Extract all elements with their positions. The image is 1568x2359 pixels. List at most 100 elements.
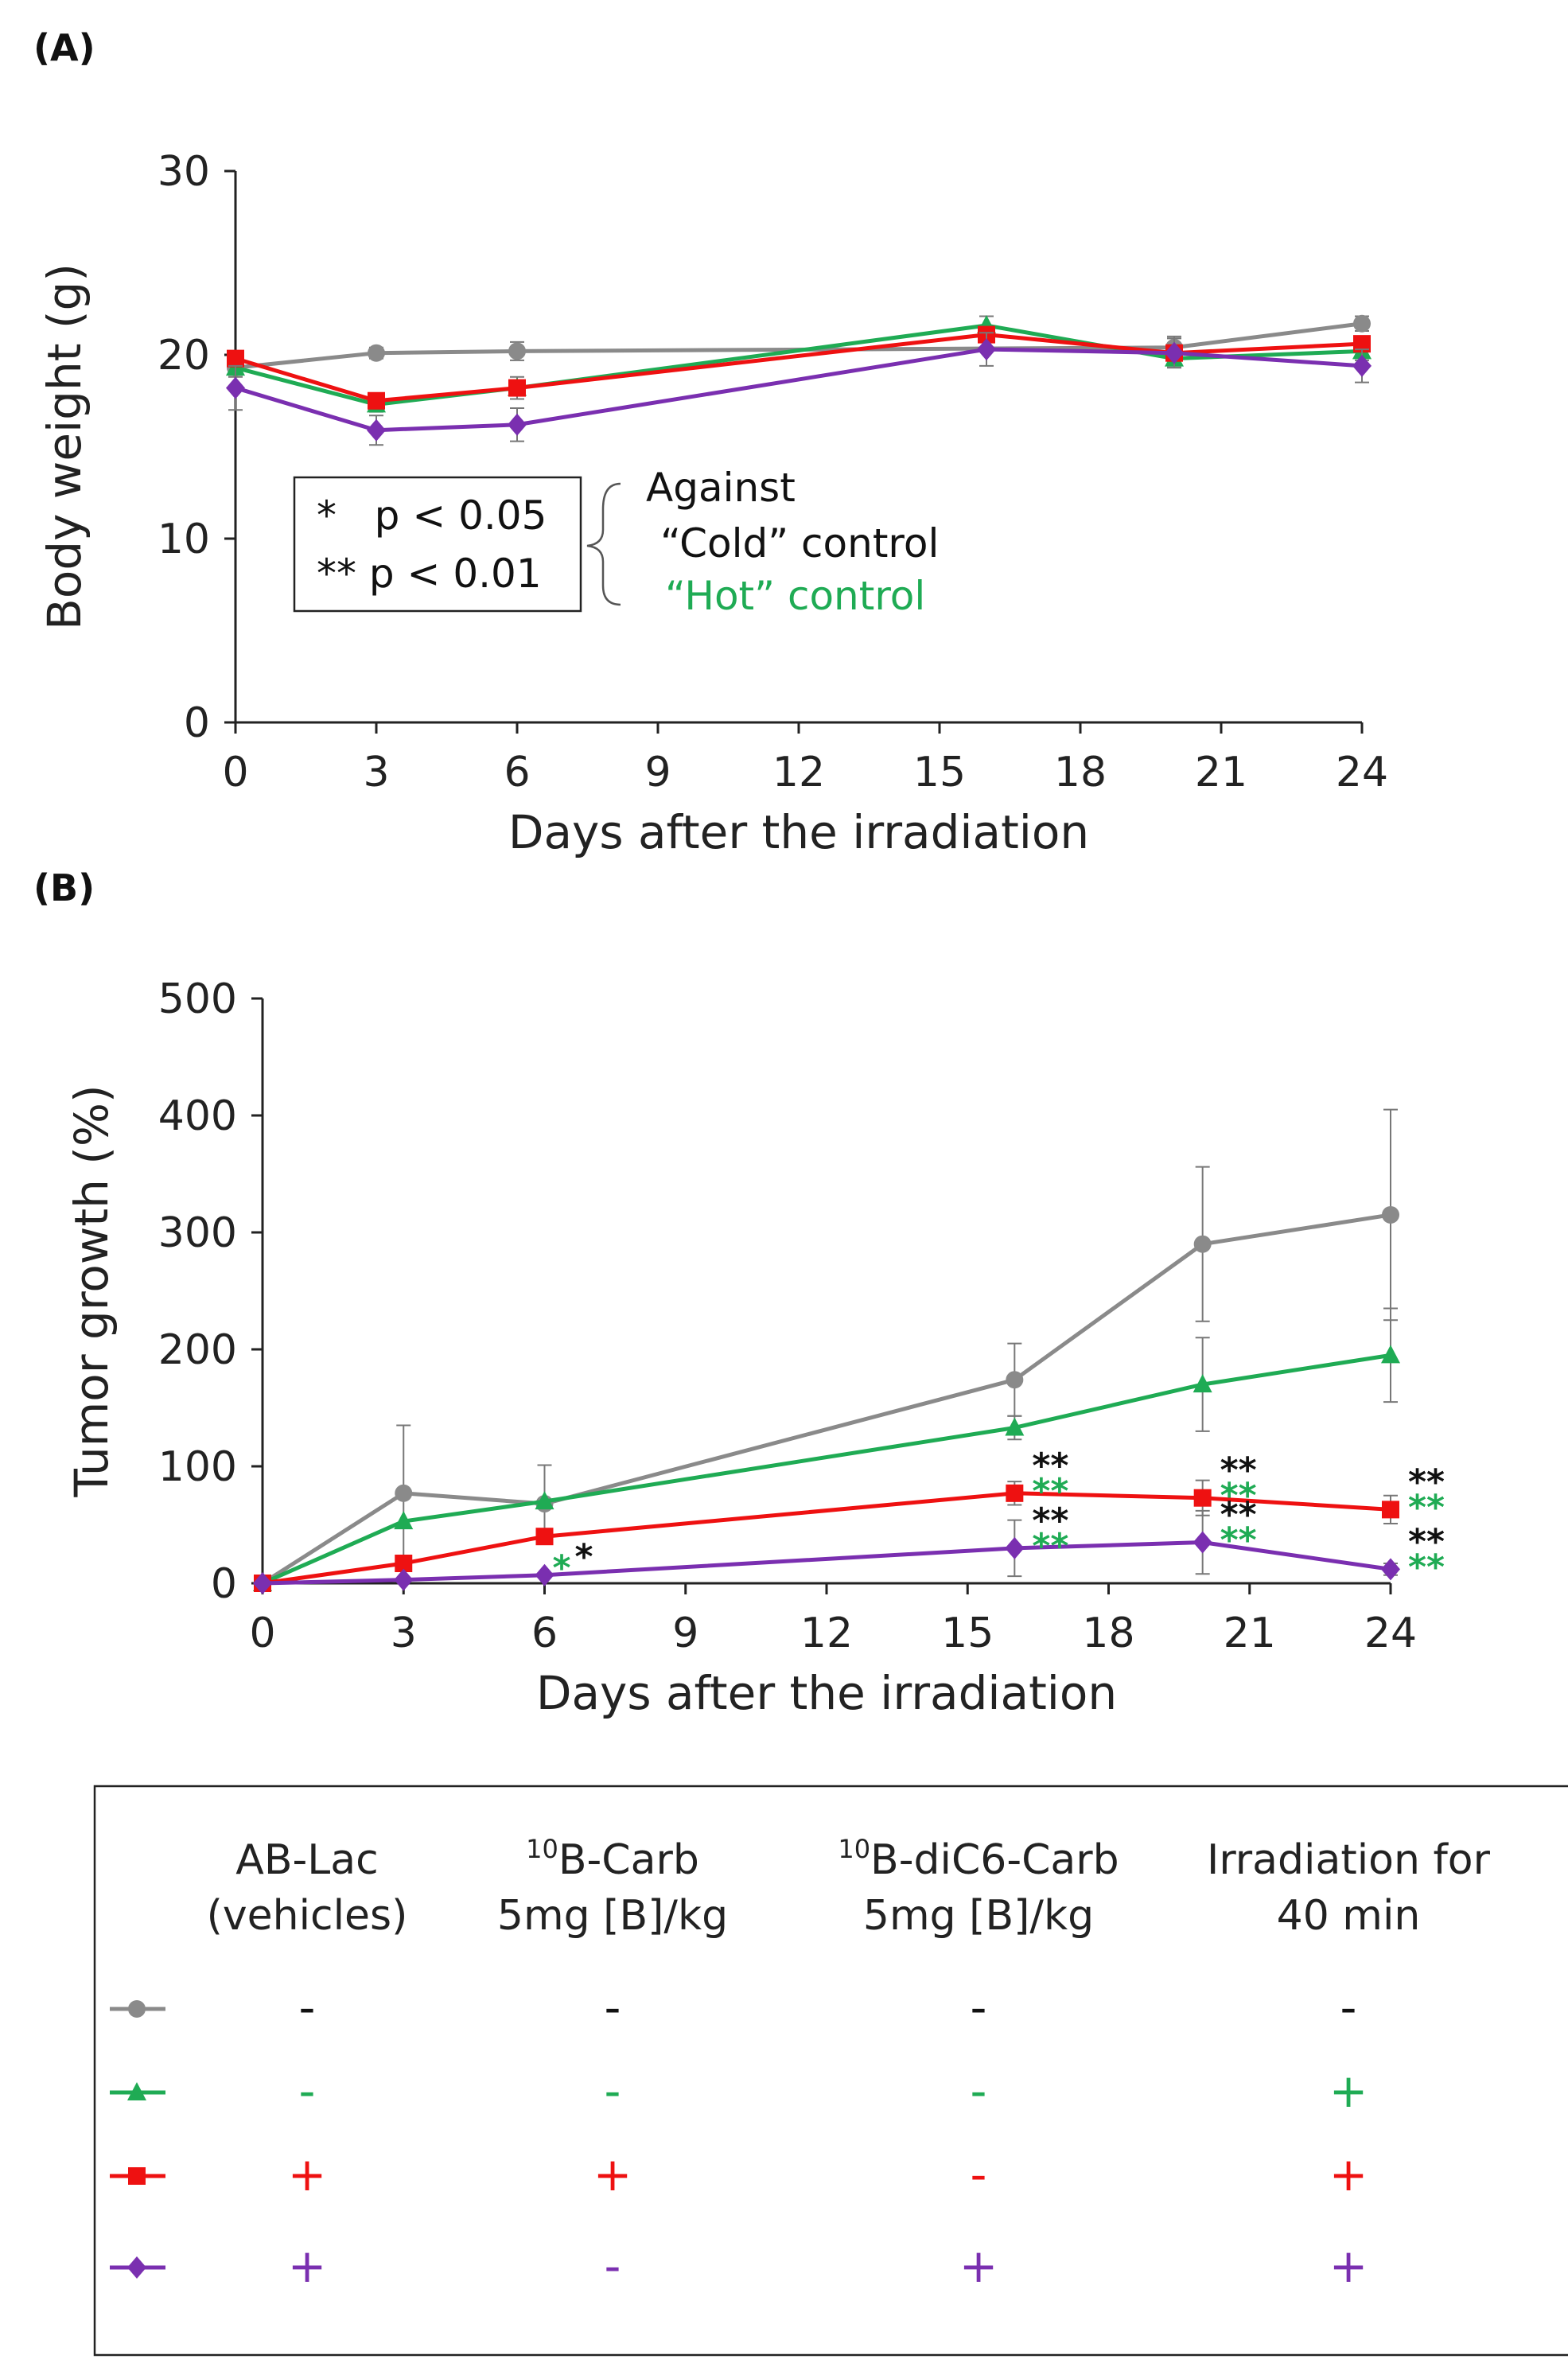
legend-cell: - [299,1980,316,2034]
significance-p001: ** p < 0.01 [317,551,542,597]
data-point-purple [977,338,996,361]
x-tick-label: 24 [1336,749,1388,796]
legend-marker-purple [127,2256,146,2279]
data-point-purple [226,376,245,399]
against-label: Against [646,465,796,511]
legend-cell: - [605,2064,621,2118]
legend-column-subheader: 40 min [1277,1892,1421,1940]
series-green [253,1307,1400,1591]
y-tick-label: 10 [158,516,210,563]
x-tick-label: 18 [1082,1610,1134,1657]
significance-star-lower: ** [1220,1476,1257,1516]
x-tick-label: 0 [249,1610,275,1657]
cold-control-label: “Cold” control [660,520,939,566]
data-point-purple [1381,1558,1400,1581]
x-tick-label: 15 [941,1610,994,1657]
chart-b-tumor-growth: 0 100 200 300 400 500 0 3 6 9 12 15 18 21 24 Days after… [64,975,1445,1720]
legend-cell: + [1329,2064,1368,2118]
y-tick-label: 20 [158,332,210,380]
series-line-red [262,1491,1391,1586]
data-point-red [395,1555,413,1573]
data-point-green [394,1511,414,1530]
legend-header-text: B-Carb [558,1836,699,1884]
series-line-gray [261,1213,1391,1586]
y-tick-label: 300 [158,1209,237,1257]
legend-cell: + [959,2239,998,2293]
data-point-red [508,379,526,397]
legend-marker-red [128,2167,146,2185]
legend-table-frame [93,1785,1568,2357]
significance-star-lower: ** [1032,1471,1068,1512]
significance-star: * [575,1537,593,1578]
x-tick-label: 12 [772,749,825,796]
hot-control-label: “Hot” control [665,573,925,619]
x-tick-label: 6 [504,749,530,796]
data-point-green [1005,1417,1025,1436]
legend-cell: - [605,2239,621,2293]
data-point-purple [367,418,386,442]
data-point-red [535,1528,554,1546]
legend-marker-green [127,2082,146,2100]
data-point-green [1381,1345,1400,1364]
legend-column-header: Irradiation for [1207,1836,1491,1884]
x-tick-label: 12 [800,1610,853,1657]
data-point-red [1193,1489,1212,1507]
legend-cell: - [299,2064,316,2118]
x-tick-label: 6 [531,1610,558,1657]
x-axis-title: Days after the irradiation [508,805,1089,859]
y-tick-label: 400 [158,1092,237,1140]
x-axis-title: Days after the irradiation [536,1666,1117,1720]
x-tick-label: 9 [644,749,671,796]
x-tick-label: 0 [222,749,248,796]
series-purple [253,1509,1400,1594]
data-point-purple [394,1568,414,1591]
x-tick-label: 3 [391,1610,417,1657]
legend-table: AB-Lac (vehicles) 10B-Carb 5mg [B]/kg 10B-di… [93,1785,1568,2357]
x-tick-label: 21 [1224,1610,1276,1657]
legend-header-text: B-diC6-Carb [870,1836,1119,1884]
panel-label-a: (A) [33,26,95,69]
significance-star-lower: ** [1220,1520,1257,1561]
legend-header-text: AB-Lac [235,1836,378,1884]
data-point-purple [535,1563,554,1586]
significance-p005: * p < 0.05 [317,492,547,539]
data-point-green [535,1491,554,1510]
significance-star: * [553,1548,571,1589]
data-point-purple [1005,1536,1025,1559]
significance-star-upper: ** [1032,1501,1068,1541]
y-axis-title: Body weight (g) [37,263,91,630]
data-point-purple [508,413,527,436]
y-axis-title: Tumor growth (%) [64,1084,119,1497]
series-gray [227,314,1371,377]
series-red [227,325,1371,410]
significance-box-frame [293,476,582,613]
y-tick-label: 500 [158,975,237,1023]
legend-column-header: 10B-Carb [526,1834,699,1884]
chart-a-body-weight: 0 10 20 30 0 3 6 9 12 15 18 21 24 Days after the irra… [37,148,1388,859]
legend-column-subheader: 5mg [B]/kg [497,1892,728,1940]
x-tick-label: 21 [1195,749,1247,796]
significance-star-lower: ** [1408,1487,1445,1528]
significance-star-lower: ** [1032,1526,1068,1567]
y-tick-label: 100 [158,1443,237,1491]
legend-marker-gray [128,2000,146,2018]
y-tick-label: 0 [211,1560,237,1608]
data-point-red [1382,1501,1399,1519]
data-point-red [227,349,244,368]
significance-star-upper: ** [1220,1450,1257,1491]
data-point-red [1006,1484,1024,1502]
y-tick-label: 200 [158,1326,237,1374]
legend-column-header: AB-Lac [235,1836,378,1884]
legend-column-subheader: 5mg [B]/kg [863,1892,1094,1940]
significance-star-lower: ** [1408,1547,1445,1587]
series-line-purple [262,1540,1391,1586]
data-point-purple [1165,341,1184,364]
legend-cell: - [971,1980,987,2034]
data-point-green [1193,1374,1212,1393]
legend-column-header: 10B-diC6-Carb [838,1834,1119,1884]
legend-column-subheader: (vehicles) [207,1892,408,1940]
data-point-gray [395,1484,413,1502]
y-tick-label: 30 [158,148,210,196]
series-purple [226,332,1372,446]
series-line-red [235,333,1363,403]
